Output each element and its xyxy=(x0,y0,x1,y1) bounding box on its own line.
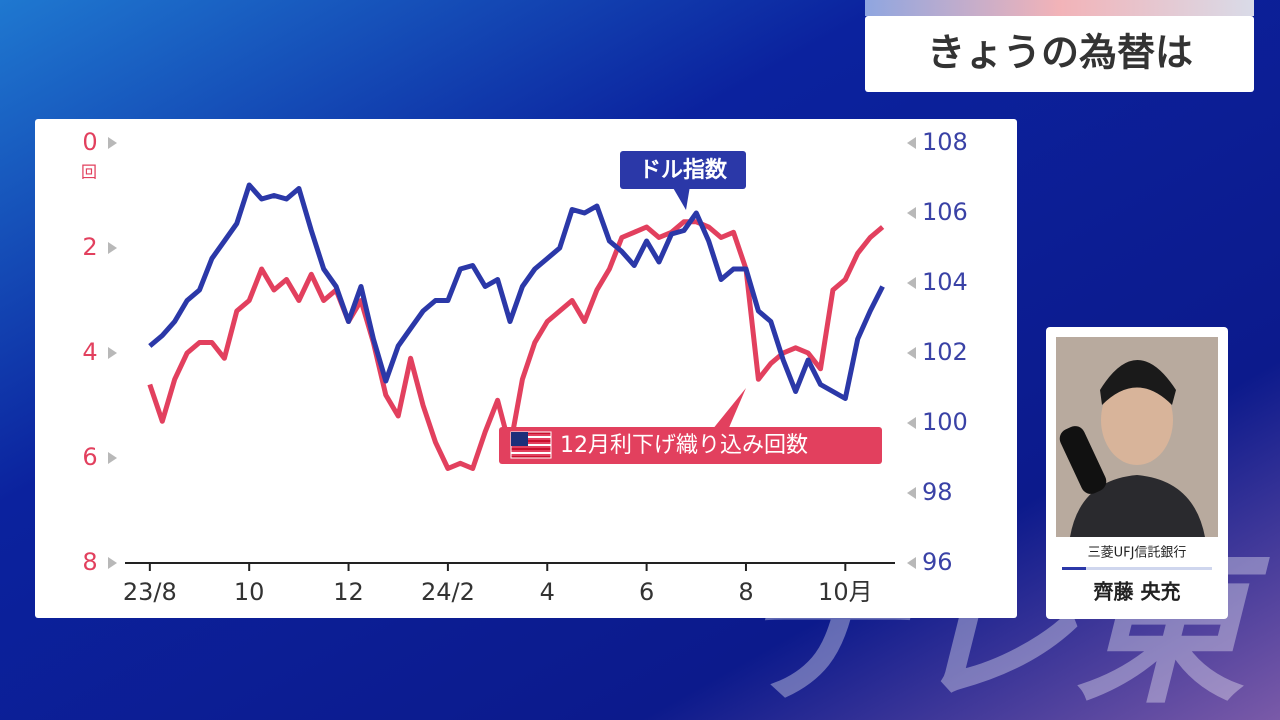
guest-phone xyxy=(1059,426,1107,494)
guest-suit xyxy=(1070,475,1205,537)
y-tick-mark xyxy=(108,347,117,359)
guest-divider xyxy=(1062,567,1212,570)
legend-box xyxy=(499,427,882,464)
title: きょうの為替は xyxy=(927,31,1193,75)
flag-canton xyxy=(511,432,528,446)
y-tick-label: 6 xyxy=(82,443,97,471)
y-tick-label: 4 xyxy=(82,338,97,366)
x-tick-label: 10 xyxy=(234,578,265,606)
guest-face xyxy=(1101,375,1173,465)
legend-box xyxy=(620,151,746,189)
legend-pointer xyxy=(712,388,746,430)
y2-tick-mark xyxy=(907,137,916,149)
guest-divider-accent xyxy=(1062,567,1086,570)
y2-tick-mark xyxy=(907,347,916,359)
legend-label: ドル指数 xyxy=(639,157,728,183)
title-bar-accent xyxy=(865,0,1254,16)
flag-stripe xyxy=(511,452,551,454)
x-tick-label: 23/8 xyxy=(123,578,177,606)
y-tick-label: 8 xyxy=(82,548,97,576)
x-tick-label: 6 xyxy=(639,578,654,606)
legend-pointer xyxy=(672,186,690,210)
flag-stripe xyxy=(511,440,551,442)
plot: 0 2 4 6 8 回 96 98 100 102 104 106 108 23/8 10 12 24/2 4 6 8… xyxy=(81,128,968,606)
x-tick-label: 10月 xyxy=(818,578,873,606)
guest-name: 齊藤 央充 xyxy=(1093,580,1181,604)
x-tick-label: 24/2 xyxy=(421,578,475,606)
guest-company: 三菱UFJ信託銀行 xyxy=(1088,545,1187,561)
title-box xyxy=(865,16,1254,92)
legend-label: 12月利下げ織り込み回数 xyxy=(560,433,808,458)
series-line xyxy=(148,182,885,401)
flag-stripe xyxy=(511,456,551,458)
x-tick-label: 4 xyxy=(540,578,555,606)
x-tick-label: 8 xyxy=(738,578,753,606)
y2-tick-mark xyxy=(907,557,916,569)
y2-tick-mark xyxy=(907,487,916,499)
y2-tick-label: 104 xyxy=(922,268,968,296)
us-flag xyxy=(510,431,552,459)
y2-tick-mark xyxy=(907,277,916,289)
series-line xyxy=(147,219,885,471)
flag-stripe xyxy=(511,444,551,446)
x-tick-label: 12 xyxy=(333,578,364,606)
y2-tick-label: 96 xyxy=(922,548,953,576)
flag-stripe xyxy=(511,436,551,438)
y-tick-label: 2 xyxy=(82,233,97,261)
y-tick-mark xyxy=(108,452,117,464)
flag-stripe xyxy=(511,448,551,450)
flag-stripe xyxy=(511,432,551,434)
y2-tick-label: 100 xyxy=(922,408,968,436)
y2-tick-mark xyxy=(907,417,916,429)
y-tick-mark xyxy=(108,242,117,254)
y2-tick-label: 106 xyxy=(922,198,968,226)
guest-hair xyxy=(1100,360,1176,405)
y-tick-mark xyxy=(108,557,117,569)
y2-tick-label: 102 xyxy=(922,338,968,366)
y2-tick-label: 108 xyxy=(922,128,968,156)
y2-tick-label: 98 xyxy=(922,478,953,506)
y-tick-label: 0 xyxy=(82,128,97,156)
y2-tick-mark xyxy=(907,207,916,219)
y-axis-unit: 回 xyxy=(81,163,97,182)
y-tick-mark xyxy=(108,137,117,149)
